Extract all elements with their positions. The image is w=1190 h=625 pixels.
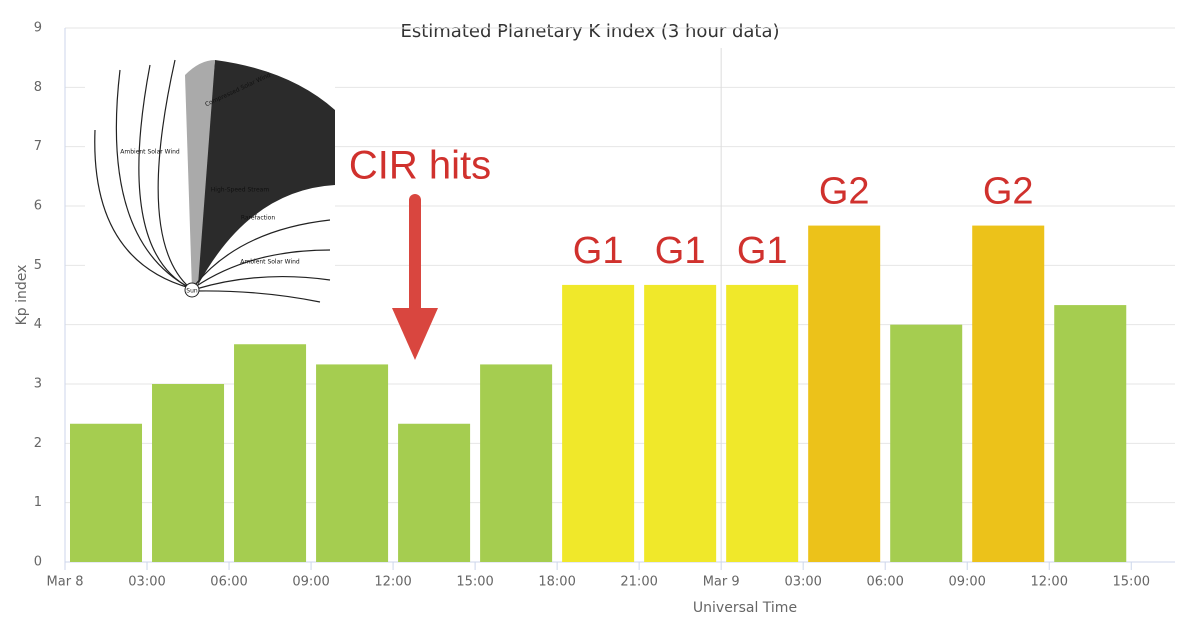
field-lines <box>94 59 331 303</box>
bar <box>1054 305 1127 562</box>
x-tick-label: 21:00 <box>620 575 657 590</box>
bar <box>562 284 635 562</box>
bar <box>398 423 471 562</box>
bar-annotation: G2 <box>983 171 1034 213</box>
x-tick-label: 09:00 <box>948 575 985 590</box>
inset-label: Sun <box>186 288 198 295</box>
bar-annotation: G2 <box>819 171 870 213</box>
y-tick-label: 1 <box>34 495 42 510</box>
bar <box>234 344 307 562</box>
bar <box>644 284 717 562</box>
callout-arrow-head <box>392 308 438 360</box>
bar <box>972 225 1045 562</box>
x-tick-label: 03:00 <box>128 575 165 590</box>
sun <box>184 282 200 298</box>
x-tick-label: 15:00 <box>456 575 493 590</box>
y-tick-label: 6 <box>34 199 42 214</box>
high-speed-stream <box>192 60 335 290</box>
x-tick-label: 03:00 <box>784 575 821 590</box>
inset-label: Ambient Solar Wind <box>120 149 180 156</box>
x-tick-label: 06:00 <box>866 575 903 590</box>
y-tick-label: 3 <box>34 377 42 392</box>
bar-annotation: G1 <box>737 230 788 272</box>
bar <box>890 324 963 562</box>
inset-label: High-Speed Stream <box>211 187 270 194</box>
x-tick-label: Mar 8 <box>47 575 84 590</box>
y-tick-label: 8 <box>34 80 42 95</box>
bar <box>808 225 881 562</box>
bar <box>152 384 225 562</box>
chart-title: Estimated Planetary K index (3 hour data… <box>400 21 779 42</box>
y-tick-label: 2 <box>34 436 42 451</box>
x-tick-label: 18:00 <box>538 575 575 590</box>
bar-annotation: G1 <box>573 230 624 272</box>
y-tick-label: 7 <box>34 139 42 154</box>
x-tick-label: Mar 9 <box>703 575 740 590</box>
compressed-region <box>185 60 215 290</box>
bar <box>316 364 389 562</box>
x-tick-label: 12:00 <box>374 575 411 590</box>
inset-label: Ambient Solar Wind <box>240 259 300 266</box>
x-tick-label: 12:00 <box>1031 575 1068 590</box>
y-tick-label: 0 <box>34 555 42 570</box>
bar <box>726 284 799 562</box>
bar-annotation: G1 <box>655 230 706 272</box>
y-tick-label: 4 <box>34 317 42 332</box>
y-tick-label: 5 <box>34 258 42 273</box>
bar <box>70 423 143 562</box>
inset-label: Rarefaction <box>241 215 276 222</box>
bar <box>480 364 553 562</box>
y-tick-label: 9 <box>34 21 42 36</box>
x-tick-label: 06:00 <box>210 575 247 590</box>
x-axis-label: Universal Time <box>693 600 797 616</box>
callout-label: CIR hits <box>349 144 491 188</box>
x-tick-label: 09:00 <box>292 575 329 590</box>
y-axis-label: Kp index <box>14 265 30 326</box>
x-tick-label: 15:00 <box>1113 575 1150 590</box>
